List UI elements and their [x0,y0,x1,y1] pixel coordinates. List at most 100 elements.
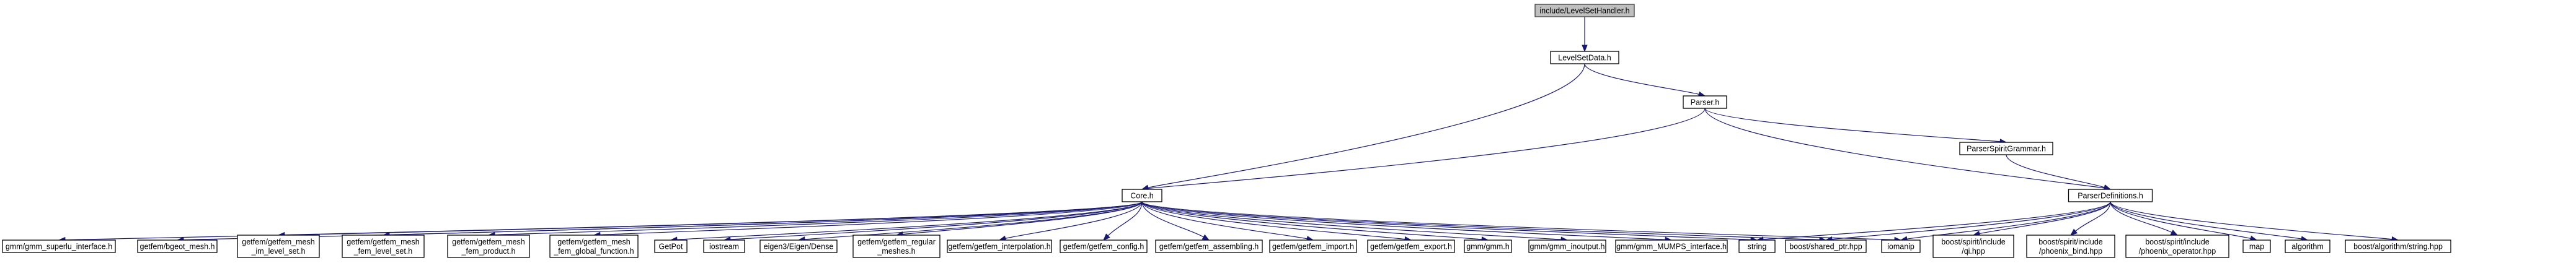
edge-line [2110,201,2392,240]
node-superlu[interactable]: gmm/gmm_superlu_interface.h [2,239,116,253]
node-core[interactable]: Core.h [1122,189,1162,202]
node-mesh_fem_global_function[interactable]: getfem/getfem_mesh_fem_global_function.h [549,235,639,258]
node-export[interactable]: getfem/getfem_export.h [1367,239,1455,253]
node-box [654,239,688,253]
node-box [1534,4,1635,17]
node-iomanip[interactable]: iomanip [1881,239,1921,253]
edge-line [1141,201,1308,239]
node-levelsetdata[interactable]: LevelSetData.h [1550,51,1619,64]
node-phoenix_operator[interactable]: boost/spirit/include/phoenix_operator.hp… [2125,235,2229,258]
edge-line [1979,201,2111,235]
edge-line [1704,108,2105,189]
node-string[interactable]: string [1738,239,1776,253]
edge-parserdefinitions-to-qi [1972,201,2111,237]
node-getpot[interactable]: GetPot [654,239,688,253]
edge-line [1107,201,1143,236]
node-import[interactable]: getfem/getfem_import.h [1269,239,1357,253]
node-regular_meshes[interactable]: getfem/getfem_regular_meshes.h [852,235,941,258]
edge-parser-to-parserspiritgrammar [1704,108,2007,145]
node-parserdefinitions[interactable]: ParserDefinitions.h [2068,189,2153,202]
node-assembling[interactable]: getfem/getfem_assembling.h [1155,239,1263,253]
edge-line [1141,201,1204,238]
edges-layer [58,16,2399,243]
edge-line [1148,108,1706,189]
edge-line [1141,201,1666,240]
node-label: boost/shared_ptr.hpp [1789,242,1862,251]
node-mumps[interactable]: gmm/gmm_MUMPS_interface.h [1615,239,1728,253]
node-box [703,239,745,253]
edge-core-to-assembling [1141,201,1210,241]
edge-parser-to-core [1141,108,1706,192]
node-shared_ptr[interactable]: boost/shared_ptr.hpp [1785,239,1867,253]
node-phoenix_bind[interactable]: boost/spirit/include/phoenix_bind.hpp [2026,235,2115,258]
node-label: getfem/getfem_export.h [1370,242,1452,251]
node-box [2,239,116,253]
node-label: /phoenix_bind.hpp [2039,247,2102,256]
node-mesh_im_level_set[interactable]: getfem/getfem_mesh_im_level_set.h [237,235,320,258]
edge-line [1005,201,1143,239]
edge-levelsetdata-to-parser [1584,63,1706,97]
node-parser[interactable]: Parser.h [1683,95,1727,109]
edge-line [730,201,1143,240]
edge-core-to-interpolation [998,201,1143,241]
edge-arrowhead [2069,228,2078,236]
edge-line [1141,201,1405,240]
node-gmm_inoutput[interactable]: gmm/gmm_inoutput.h [1528,239,1606,253]
node-gmm[interactable]: gmm/gmm.h [1464,239,1512,253]
node-box [1785,239,1867,253]
edge-parserdefinitions-to-phoenix_operator [2110,201,2179,236]
edge-line [1141,201,1820,241]
edge-line [1141,201,1562,240]
node-root[interactable]: include/LevelSetHandler.h [1534,4,1635,17]
node-box [2242,239,2271,253]
node-box [1528,239,1606,253]
node-label: gmm/gmm.h [1466,242,1510,251]
edge-line [389,201,1143,236]
node-box [1683,95,1727,109]
node-label: boost/spirit/include [1941,238,2006,246]
node-box [1269,239,1357,253]
node-mesh_fem_product[interactable]: getfem/getfem_mesh_fem_product.h [447,235,530,258]
node-eigen_dense[interactable]: eigen3/Eigen/Dense [759,239,838,253]
edge-line [494,201,1143,236]
node-box [549,235,639,258]
edge-line [2075,201,2111,232]
edge-core-to-mumps [1141,201,1673,243]
node-config[interactable]: getfem/getfem_config.h [1060,239,1148,253]
node-label: getfem/getfem_mesh [347,238,419,246]
node-label: include/LevelSetHandler.h [1539,6,1629,15]
node-box [947,239,1052,253]
node-label: iostream [709,242,739,251]
node-box [2068,189,2153,202]
edge-line [2110,201,2251,239]
node-qi[interactable]: boost/spirit/include/qi.hpp [1932,235,2014,258]
edge-line [804,201,1143,240]
node-label: /qi.hpp [1962,247,1985,256]
edge-line [1763,201,2111,240]
node-mesh_fem_level_set[interactable]: getfem/getfem_mesh_fem_level_set.h [342,235,425,258]
node-algorithm[interactable]: algorithm [2285,239,2330,253]
node-label: _fem_global_function.h [553,247,634,256]
edge-core-to-shared_ptr [1141,201,1827,243]
edge-line [2110,201,2302,239]
node-interpolation[interactable]: getfem/getfem_interpolation.h [947,239,1052,253]
node-label: map [2249,242,2264,251]
node-label: getfem/getfem_mesh [242,238,314,246]
node-box [2125,235,2229,258]
node-label: Parser.h [1691,98,1720,106]
node-box [237,235,320,258]
node-bgeot_mesh[interactable]: getfem/bgeot_mesh.h [137,239,218,253]
edge-arrowhead [1103,233,1110,241]
edge-parserdefinitions-to-phoenix_bind [2069,201,2111,236]
node-iostream[interactable]: iostream [703,239,745,253]
node-label: _meshes.h [877,247,915,256]
node-parserspiritgrammar[interactable]: ParserSpiritGrammar.h [1959,142,2053,155]
node-box [1464,239,1512,253]
node-box [1959,142,2053,155]
node-label: boost/algorithm/string.hpp [2353,242,2443,251]
node-map[interactable]: map [2242,239,2271,253]
node-label: _im_level_set.h [251,247,306,256]
node-tiling[interactable]: boost/algorithm/string.hpp [2345,239,2451,253]
node-label: /phoenix_operator.hpp [2139,247,2216,256]
